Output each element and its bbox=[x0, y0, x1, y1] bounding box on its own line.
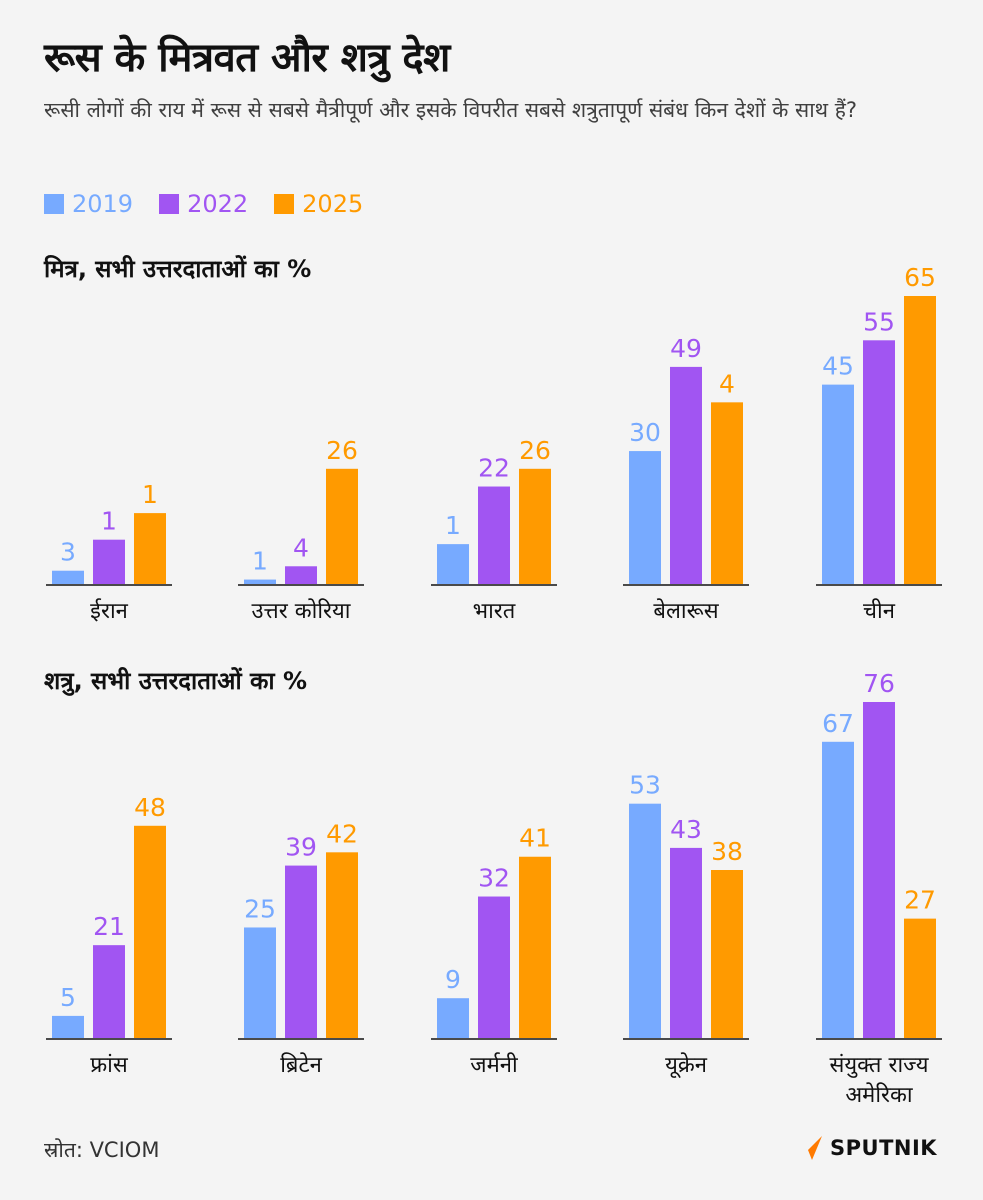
enemies-bar-3-0 bbox=[629, 803, 661, 1038]
enemies-bar-4-1 bbox=[863, 702, 895, 1038]
enemies-bar-1-1 bbox=[285, 865, 317, 1038]
enemies-chart-title: शत्रु, सभी उत्तरदाताओं का % bbox=[44, 667, 308, 695]
friends-bar-1-1 bbox=[285, 566, 317, 584]
page-title: रूस के मित्रवत और शत्रु देश bbox=[44, 35, 450, 81]
legend: 2019 2022 2025 bbox=[44, 190, 363, 218]
friends-value-label-3-2: 4 bbox=[719, 369, 735, 398]
friends-value-label-2-2: 26 bbox=[519, 436, 551, 465]
friends-value-label-1-2: 26 bbox=[326, 436, 358, 465]
enemies-value-label-2-0: 9 bbox=[445, 965, 461, 994]
friends-value-label-4-0: 45 bbox=[822, 352, 854, 381]
friends-value-label-1-0: 1 bbox=[252, 547, 268, 576]
enemies-bar-2-1 bbox=[478, 896, 510, 1038]
friends-value-label-4-1: 55 bbox=[863, 307, 895, 336]
enemies-bar-0-2 bbox=[134, 825, 166, 1038]
friends-bar-0-0 bbox=[52, 570, 84, 584]
enemies-value-label-3-1: 43 bbox=[670, 815, 702, 844]
legend-swatch-2022 bbox=[159, 194, 180, 214]
legend-item-2019: 2019 bbox=[44, 190, 133, 218]
source-note: स्रोत: VCIOM bbox=[44, 1138, 160, 1162]
page-subtitle: रूसी लोगों की राय में रूस से सबसे मैत्री… bbox=[44, 98, 858, 122]
enemies-category-label-3: यूक्रेन bbox=[665, 1052, 708, 1079]
friends-value-label-1-1: 4 bbox=[293, 533, 309, 562]
friends-category-label-3: बेलारूस bbox=[653, 598, 719, 624]
enemies-bar-4-2 bbox=[904, 918, 936, 1038]
friends-value-label-2-1: 22 bbox=[478, 454, 510, 483]
enemies-value-label-1-2: 42 bbox=[326, 819, 358, 848]
enemies-bar-0-0 bbox=[52, 1015, 84, 1038]
sputnik-logo-icon bbox=[798, 1136, 822, 1160]
legend-label-2025: 2025 bbox=[302, 190, 364, 218]
friends-value-label-0-1: 1 bbox=[101, 507, 117, 536]
friends-chart-title: मित्र, सभी उत्तरदाताओं का % bbox=[44, 255, 312, 283]
friends-bar-1-0 bbox=[244, 579, 276, 584]
friends-bar-2-0 bbox=[437, 544, 469, 584]
enemies-bar-4-0 bbox=[822, 741, 854, 1038]
enemies-bar-0-1 bbox=[93, 945, 125, 1038]
friends-bar-4-1 bbox=[863, 340, 895, 584]
enemies-value-label-4-2: 27 bbox=[904, 886, 936, 915]
legend-swatch-2025 bbox=[274, 194, 295, 214]
enemies-category-label-4: संयुक्त राज्य bbox=[830, 1053, 930, 1078]
enemies-bar-1-2 bbox=[326, 852, 358, 1038]
enemies-value-label-0-2: 48 bbox=[134, 793, 166, 822]
friends-category-label-0: ईरान bbox=[90, 598, 128, 624]
friends-category-label-2: भारत bbox=[473, 599, 516, 624]
friends-bar-4-0 bbox=[822, 384, 854, 584]
enemies-category-label-0: फ्रांस bbox=[90, 1053, 129, 1078]
friends-bar-3-2 bbox=[711, 402, 743, 584]
legend-label-2019: 2019 bbox=[72, 190, 134, 218]
sputnik-logo: SPUTNIK bbox=[796, 1134, 937, 1162]
friends-value-label-3-1: 49 bbox=[670, 334, 702, 363]
enemies-value-label-1-0: 25 bbox=[244, 894, 276, 923]
friends-bar-3-0 bbox=[629, 451, 661, 584]
enemies-category-label-1: ब्रिटेन bbox=[280, 1052, 322, 1078]
enemies-category-label-4: अमेरिका bbox=[845, 1082, 913, 1108]
friends-value-label-4-2: 65 bbox=[904, 263, 936, 292]
friends-bar-1-2 bbox=[326, 468, 358, 584]
legend-item-2025: 2025 bbox=[274, 190, 363, 218]
enemies-bar-2-2 bbox=[519, 856, 551, 1038]
enemies-bar-chart: 5 21 48 फ्रांस 25 39 42 ब्रिटेन 9 32 41 जर्मनी 53 43 3… bbox=[46, 669, 942, 1108]
legend-label-2022: 2022 bbox=[187, 190, 249, 218]
friends-value-label-3-0: 30 bbox=[629, 418, 661, 447]
friends-value-label-0-2: 1 bbox=[142, 480, 158, 509]
friends-bar-0-1 bbox=[93, 539, 125, 584]
friends-value-label-2-0: 1 bbox=[445, 511, 461, 540]
enemies-category-label-2: जर्मनी bbox=[470, 1052, 518, 1078]
enemies-value-label-0-0: 5 bbox=[60, 983, 76, 1012]
enemies-value-label-2-1: 32 bbox=[478, 864, 510, 893]
friends-bar-2-2 bbox=[519, 468, 551, 584]
enemies-value-label-1-1: 39 bbox=[285, 833, 317, 862]
friends-bar-4-2 bbox=[904, 296, 936, 584]
friends-bar-0-2 bbox=[134, 513, 166, 584]
enemies-value-label-4-0: 67 bbox=[822, 709, 854, 738]
enemies-bar-1-0 bbox=[244, 927, 276, 1038]
friends-bar-3-1 bbox=[670, 366, 702, 584]
friends-category-label-1: उत्तर कोरिया bbox=[252, 598, 351, 624]
enemies-value-label-4-1: 76 bbox=[863, 669, 895, 698]
enemies-bar-3-2 bbox=[711, 870, 743, 1038]
enemies-value-label-0-1: 21 bbox=[93, 912, 125, 941]
legend-swatch-2019 bbox=[44, 194, 64, 214]
enemies-value-label-2-2: 41 bbox=[519, 824, 551, 853]
enemies-bar-3-1 bbox=[670, 847, 702, 1038]
friends-category-label-4: चीन bbox=[863, 598, 896, 624]
friends-bar-2-1 bbox=[478, 486, 510, 584]
friends-value-label-0-0: 3 bbox=[60, 538, 76, 567]
enemies-value-label-3-0: 53 bbox=[629, 771, 661, 800]
legend-item-2022: 2022 bbox=[159, 190, 248, 218]
enemies-value-label-3-2: 38 bbox=[711, 837, 743, 866]
enemies-bar-2-0 bbox=[437, 998, 469, 1038]
logo-text: SPUTNIK bbox=[830, 1136, 938, 1160]
